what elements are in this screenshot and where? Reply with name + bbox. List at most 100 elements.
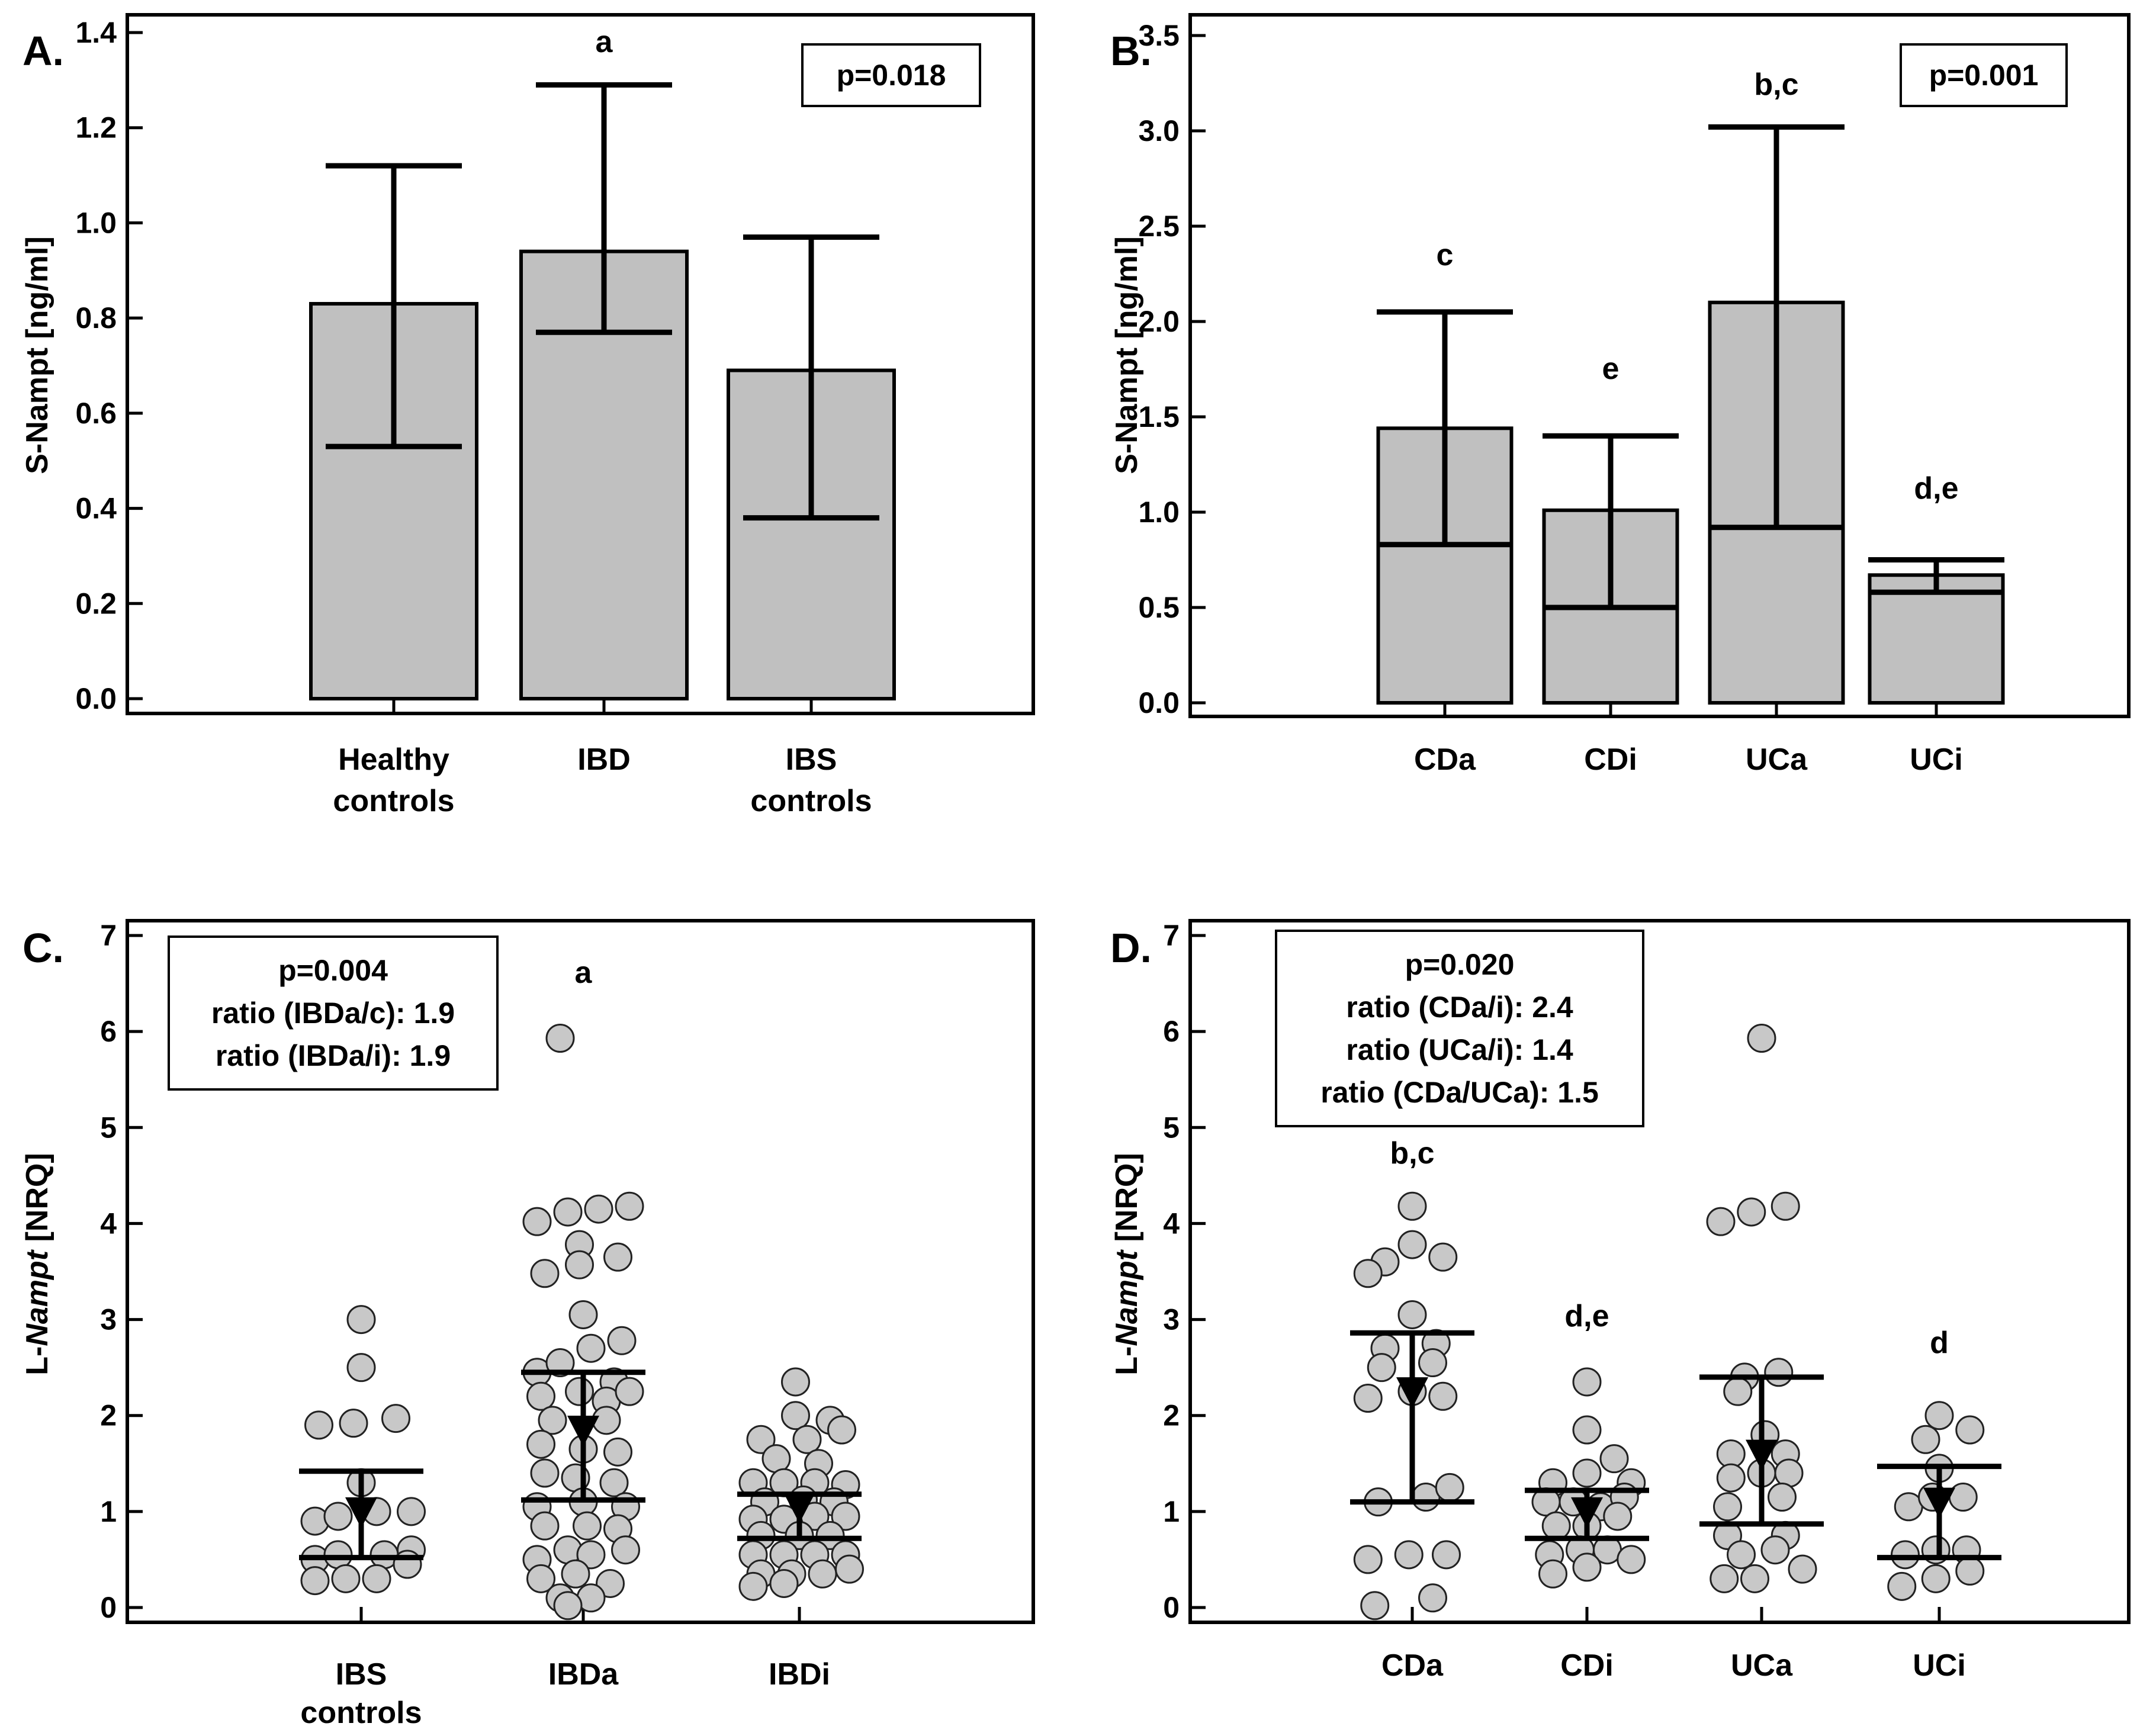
data-point [746,1425,776,1454]
data-point [781,1367,810,1397]
x-tick-label: IBD [577,742,631,777]
data-point [1572,1552,1602,1582]
plot-frame [126,13,1035,715]
data-point [576,1333,606,1363]
y-tick-label: 3 [100,1303,117,1336]
data-point [1353,1384,1383,1413]
data-point [1887,1571,1917,1601]
data-point [323,1502,353,1531]
x-tick-label: UCi [1913,1648,1966,1683]
data-point [323,1540,353,1570]
data-point [1432,1540,1461,1570]
data-point [611,1535,640,1565]
y-tick-label: 4 [1163,1207,1180,1240]
data-point [1397,1300,1427,1329]
data-point [808,1559,837,1589]
data-point [565,1377,594,1406]
data-point [545,1023,575,1053]
data-point [381,1404,410,1433]
significance-letter: d,e [1564,1299,1609,1333]
data-point [599,1468,629,1497]
data-point [573,1511,602,1541]
y-tick-label: 1 [100,1495,117,1528]
data-point [1394,1540,1424,1570]
x-tick-label: IBDa [548,1657,619,1692]
data-point [1955,1415,1985,1445]
data-point [553,1197,583,1227]
panel-label: C. [23,925,64,971]
data-point [615,1377,644,1406]
data-point [538,1406,567,1435]
chart-panel-3: C. L-Nampt [NRQ] 0 1 2 3 4 5 6 7 IBS controls IBDa IB… [20,919,1035,1730]
plot-frame [1188,13,2131,718]
x-tick-label: IBDi [769,1657,830,1692]
x-tick-label: controls [750,784,872,818]
data-point [1353,1259,1383,1288]
data-point [553,1591,583,1621]
data-point [827,1415,856,1445]
data-point [1891,1540,1920,1570]
data-point [815,1520,845,1550]
y-tick-label: 1.0 [1138,496,1180,529]
stats-line: p=0.018 [837,59,946,92]
data-point [530,1458,560,1488]
data-point [561,1559,590,1589]
stats-box [801,43,981,107]
data-point [1710,1564,1739,1593]
data-point [362,1564,391,1593]
panel-label: A. [23,28,64,74]
data-point [1572,1458,1602,1488]
stats-line: ratio (UCa/i): 1.4 [1346,1033,1573,1066]
data-point [1716,1463,1746,1493]
data-point [530,1511,560,1541]
data-point [1774,1458,1804,1488]
y-tick-label: 2.5 [1138,210,1180,243]
x-tick-label: UCa [1746,742,1808,777]
plot-frame [1188,919,2131,1624]
stats-line: ratio (IBDa/c): 1.9 [211,996,455,1030]
data-point [530,1259,560,1288]
data-point [1706,1207,1736,1236]
data-point [1572,1367,1602,1397]
data-point [1418,1583,1447,1613]
data-point [1397,1230,1427,1259]
data-point [304,1410,333,1440]
data-point [1418,1348,1447,1378]
data-point [1948,1483,1978,1512]
significance-letter: b,c [1390,1136,1434,1171]
median-marker [567,1416,599,1447]
data-point [1768,1483,1797,1512]
y-axis-label: L-Nampt [NRQ] [20,1153,54,1375]
stats-line: p=0.004 [278,954,388,987]
data-point [565,1250,594,1280]
data-point [781,1401,810,1430]
data-point [607,1326,637,1355]
data-point [522,1207,552,1236]
data-point [526,1564,555,1593]
y-tick-label: 5 [1163,1111,1180,1144]
significance-letter: d [1930,1326,1949,1360]
data-point [1538,1559,1567,1589]
median-marker [783,1492,815,1523]
stats-line: ratio (CDa/i): 2.4 [1346,991,1573,1024]
data-point [615,1191,644,1221]
data-point [1771,1191,1800,1221]
y-tick-label: 1 [1163,1495,1180,1528]
data-point [1723,1377,1753,1406]
y-tick-label: 1.2 [75,111,117,144]
median-marker [1396,1377,1428,1409]
data-point [1435,1473,1464,1502]
y-axis-label-prefix: L- [20,1346,54,1375]
y-axis-label-prefix: L- [1110,1346,1144,1375]
data-point [1397,1191,1427,1221]
y-tick-label: 6 [1163,1015,1180,1048]
y-tick-label: 4 [100,1207,117,1240]
stats-line: p=0.020 [1405,948,1515,981]
x-tick-label: controls [300,1696,422,1730]
data-point [831,1502,860,1531]
data-point [545,1348,575,1378]
stats-box [1900,43,2068,107]
y-axis-label: S-Nampt [ng/ml] [20,236,54,474]
data-point [397,1497,426,1526]
data-point [1764,1358,1794,1387]
